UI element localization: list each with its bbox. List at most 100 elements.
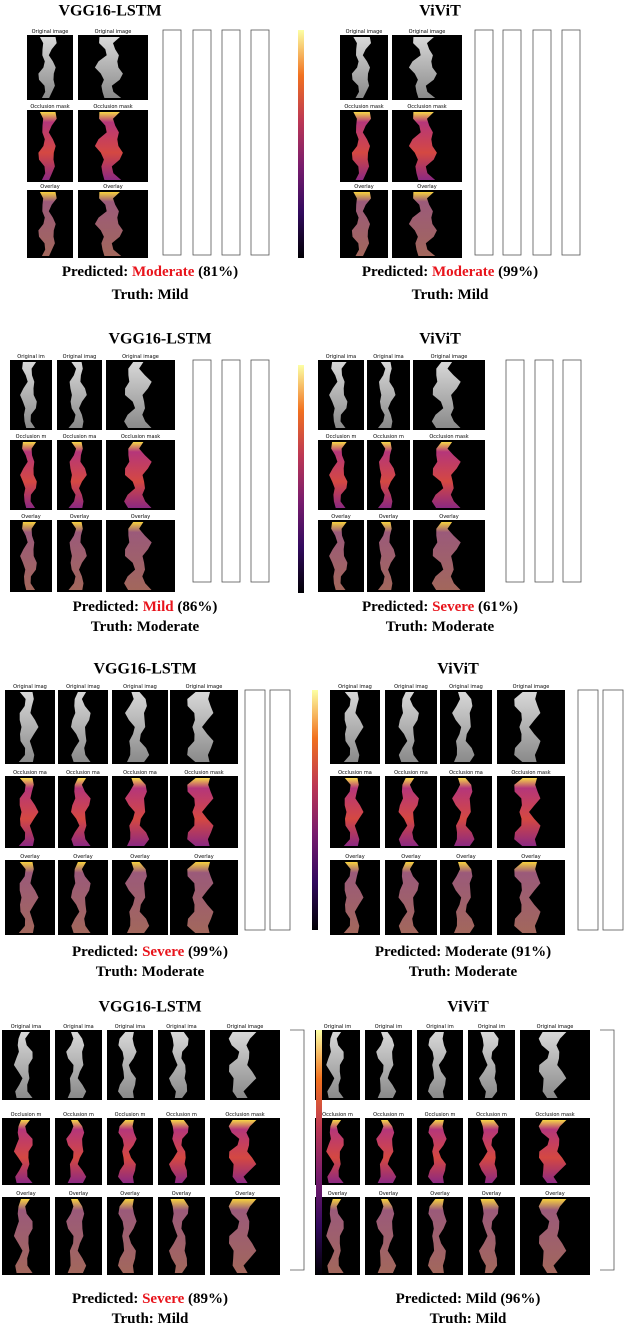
predicted-prefix: Predicted: — [73, 599, 139, 615]
confidence: (89%) — [188, 1291, 228, 1307]
truth-prefix: Truth: — [96, 964, 138, 980]
tissue-strip — [343, 778, 364, 846]
frame-label: Original ima — [326, 354, 356, 360]
frame-label: Original image — [431, 354, 468, 360]
prediction-line: Predicted: Severe (89%) — [72, 1291, 228, 1307]
frame-label: Original image — [346, 29, 383, 35]
tissue-strip — [20, 362, 37, 428]
frame-label: Occlusion mask — [184, 770, 223, 776]
frame-label: Overlay — [345, 854, 364, 860]
truth-line: Truth: Moderate — [409, 964, 518, 980]
tissue-strip — [18, 862, 39, 933]
frame-label: Overlay — [70, 514, 89, 520]
frame-label: Original ima — [11, 1024, 41, 1030]
truth-prefix: Truth: — [409, 964, 451, 980]
empty-frame — [192, 359, 212, 583]
empty-frame — [602, 689, 624, 931]
tissue-strip — [187, 862, 214, 933]
frame-label: Occlusion ma — [63, 434, 97, 440]
bracket — [600, 1029, 615, 1271]
tissue-strip — [124, 442, 152, 508]
tissue-strip — [376, 1032, 397, 1098]
truth: Moderate — [455, 964, 518, 980]
prediction: Severe — [432, 599, 475, 615]
tissue-strip — [38, 37, 57, 98]
truth: Moderate — [432, 619, 495, 635]
tissue-strip — [13, 1032, 33, 1098]
predicted-prefix: Predicted: — [72, 944, 138, 960]
confidence: (96%) — [500, 1291, 540, 1307]
prediction-line: Predicted: Moderate (91%) — [375, 944, 551, 960]
tissue-strip — [343, 862, 364, 933]
empty-frame — [192, 29, 212, 256]
tissue-strip — [452, 862, 475, 933]
frame-label: Overlay — [16, 1191, 35, 1197]
tissue-strip — [378, 522, 396, 590]
tissue-strip — [431, 362, 461, 428]
tissue-strip — [228, 1120, 257, 1183]
tissue-strip — [18, 778, 39, 846]
frame-label: Overlay — [401, 854, 420, 860]
confidence: (99%) — [188, 944, 228, 960]
tissue-strip — [431, 522, 461, 590]
frame-label: Occlusion ma — [66, 770, 100, 776]
tissue-strip — [94, 112, 123, 180]
empty-frame — [244, 689, 266, 931]
frame-label: Overlay — [130, 854, 149, 860]
frame-label: Occlusion m — [115, 1112, 146, 1118]
prediction: Moderate — [432, 264, 495, 280]
tissue-strip — [187, 692, 214, 762]
frame-label: Overlay — [521, 854, 540, 860]
predicted-prefix: Predicted: — [375, 944, 441, 960]
truth: Moderate — [137, 619, 200, 635]
tissue-strip — [428, 1120, 447, 1183]
tissue-strip — [169, 1120, 189, 1183]
truth: Moderate — [142, 964, 205, 980]
frame-label: Occlusion ma — [13, 770, 47, 776]
frame-label: Overlay — [194, 854, 213, 860]
tissue-strip — [329, 522, 348, 590]
empty-frame — [534, 359, 554, 583]
truth-prefix: Truth: — [412, 287, 454, 303]
tissue-strip — [228, 1199, 257, 1273]
tissue-strip — [479, 1199, 499, 1273]
truth-prefix: Truth: — [386, 619, 428, 635]
prediction-line: Predicted: Mild (96%) — [396, 1291, 541, 1307]
predicted-prefix: Predicted: — [396, 1291, 462, 1307]
colorbar — [298, 365, 304, 593]
frame-label: Overlay — [379, 1191, 398, 1197]
empty-frame — [250, 359, 270, 583]
frame-label: Original imag — [66, 684, 100, 690]
tissue-strip — [125, 778, 150, 846]
tissue-strip — [68, 442, 87, 508]
tissue-strip — [66, 1120, 87, 1183]
truth-line: Truth: Mild — [412, 287, 489, 303]
frame-label: Occlusion ma — [123, 770, 157, 776]
confidence: (99%) — [498, 264, 538, 280]
truth-line: Truth: Mild — [112, 1311, 189, 1327]
empty-frame — [502, 29, 522, 256]
tissue-strip — [452, 778, 475, 846]
frame-label: Overlay — [331, 514, 350, 520]
frame-label: Occlusion mask — [93, 104, 132, 110]
confidence: (81%) — [198, 264, 238, 280]
confidence: (91%) — [511, 944, 551, 960]
frame-label: Original imag — [449, 684, 483, 690]
frame-label: Overlay — [21, 514, 40, 520]
tissue-strip — [351, 192, 371, 256]
frame-label: Overlay — [430, 1191, 449, 1197]
tissue-strip — [125, 862, 150, 933]
panel-title: VGG16-LSTM — [108, 331, 211, 348]
truth: Mild — [158, 1311, 189, 1327]
frame-label: Occlusion ma — [394, 770, 428, 776]
tissue-strip — [71, 778, 91, 846]
frame-label: Original ima — [166, 1024, 196, 1030]
truth-line: Truth: Moderate — [96, 964, 205, 980]
prediction: Mild — [466, 1291, 497, 1307]
frame-label: Original image — [186, 684, 223, 690]
frame-label: Original image — [409, 29, 446, 35]
empty-frame — [162, 29, 182, 256]
empty-frame — [532, 29, 552, 256]
tissue-strip — [428, 1032, 447, 1098]
colorbar — [312, 690, 318, 930]
